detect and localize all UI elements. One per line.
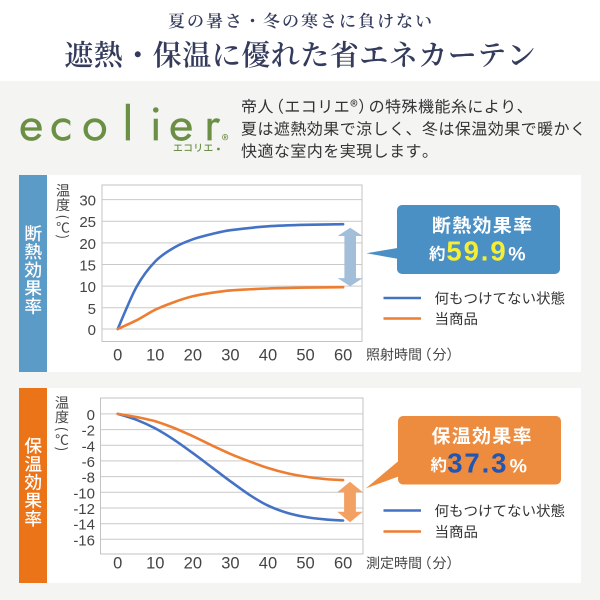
svg-text:30: 30	[79, 193, 96, 210]
svg-text:10: 10	[146, 347, 164, 365]
svg-text:-8: -8	[82, 470, 95, 487]
svg-text:%: %	[508, 244, 525, 266]
svg-text:40: 40	[259, 347, 277, 365]
svg-text:20: 20	[184, 555, 202, 573]
svg-text:-10: -10	[73, 485, 95, 502]
svg-text:59.9: 59.9	[446, 236, 507, 267]
svg-text:20: 20	[184, 347, 202, 365]
svg-text:30: 30	[221, 555, 239, 573]
svg-text:0: 0	[87, 407, 95, 424]
svg-text:10: 10	[79, 279, 96, 296]
svg-text:-2: -2	[82, 423, 95, 440]
svg-text:-4: -4	[82, 438, 95, 455]
svg-text:%: %	[510, 456, 527, 478]
svg-text:40: 40	[259, 555, 277, 573]
svg-text:30: 30	[221, 347, 239, 365]
svg-text:-14: -14	[73, 517, 95, 534]
svg-text:60: 60	[334, 347, 352, 365]
svg-text:0: 0	[113, 347, 122, 365]
svg-text:-12: -12	[73, 501, 95, 518]
svg-text:0: 0	[88, 322, 96, 339]
svg-text:37.3: 37.3	[447, 448, 508, 479]
svg-text:15: 15	[79, 258, 96, 275]
svg-text:-6: -6	[82, 454, 95, 471]
svg-text:50: 50	[296, 555, 314, 573]
svg-text:60: 60	[334, 555, 352, 573]
svg-text:25: 25	[79, 214, 96, 231]
svg-text:-16: -16	[73, 532, 95, 549]
svg-text:20: 20	[79, 236, 96, 253]
svg-text:10: 10	[146, 555, 164, 573]
svg-text:5: 5	[88, 301, 96, 318]
svg-text:50: 50	[296, 347, 314, 365]
svg-text:0: 0	[113, 555, 122, 573]
